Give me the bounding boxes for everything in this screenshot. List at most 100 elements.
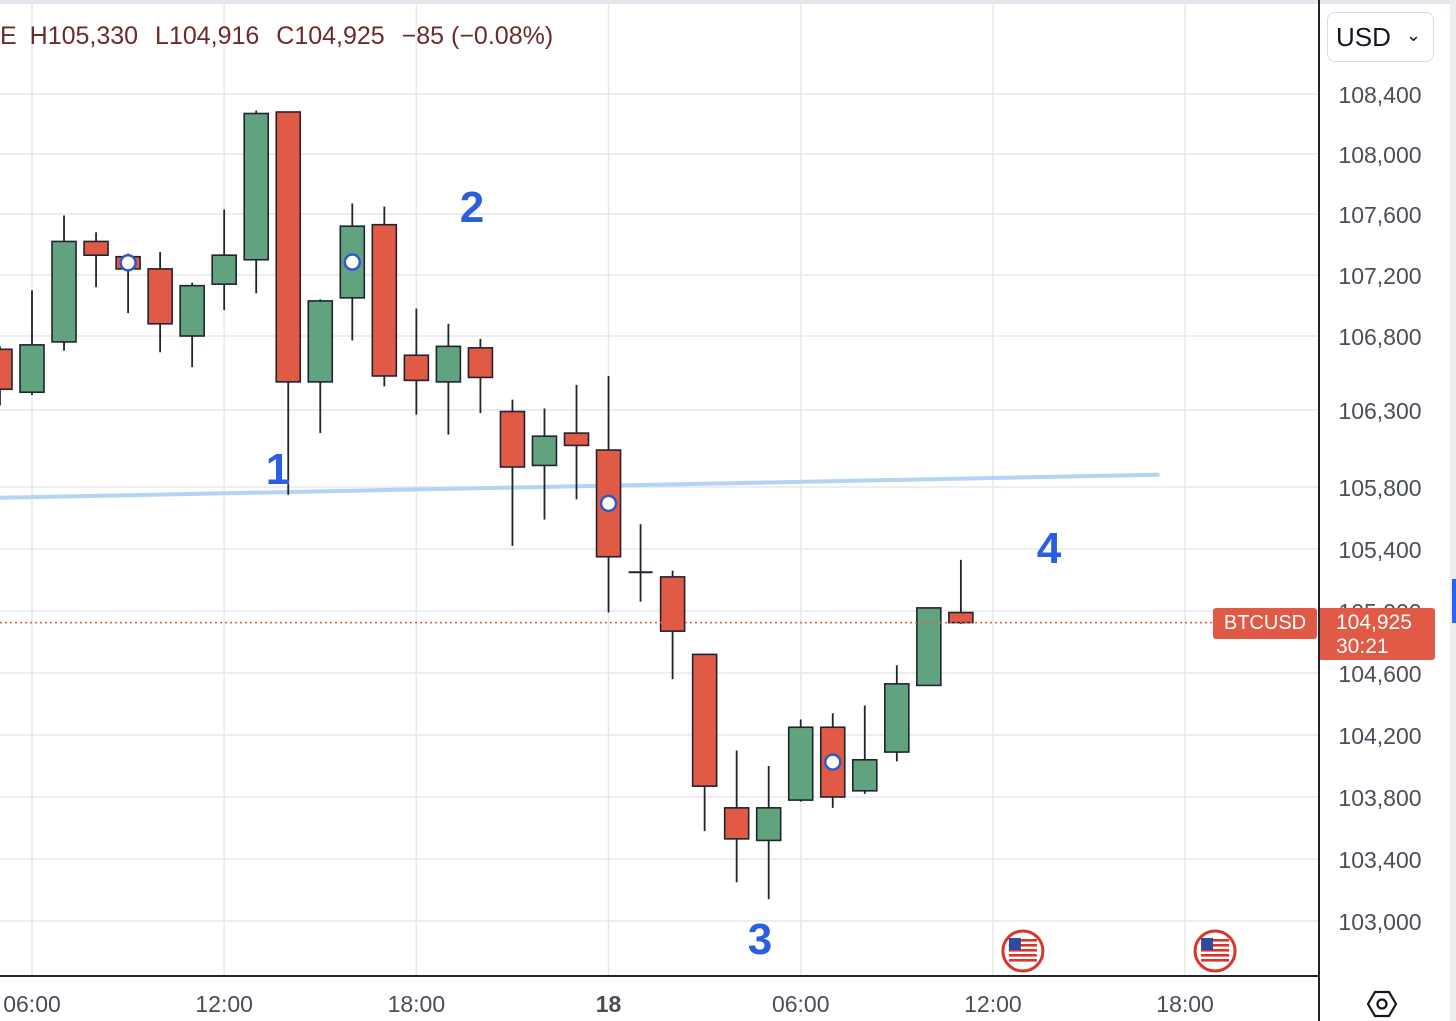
price-axis-label: 103,800	[1338, 785, 1421, 811]
candle-up	[211, 209, 237, 311]
bar-countdown: 30:21	[1336, 635, 1389, 658]
candle-down	[691, 653, 718, 832]
event-flags[interactable]	[1001, 929, 1237, 973]
flag-canton	[1008, 938, 1021, 950]
candle-down	[723, 750, 750, 883]
symbol-price-tag: BTCUSD	[1213, 608, 1317, 639]
annotations: 1 2 3 4	[266, 183, 1062, 964]
candle-body	[435, 345, 462, 383]
candle-down	[467, 338, 494, 414]
candle-body	[916, 607, 942, 687]
legend-low-label: L	[155, 22, 169, 50]
candle-body	[0, 348, 13, 391]
candle-up	[884, 665, 910, 762]
candle-up	[628, 524, 653, 602]
candle-up	[755, 766, 782, 900]
candle-body	[755, 807, 782, 842]
price-axis-label: 103,400	[1338, 847, 1421, 873]
candle-body	[851, 758, 878, 792]
candle-down	[0, 346, 13, 406]
flag-stripe	[1008, 939, 1037, 942]
price-axis-label: 107,600	[1338, 202, 1421, 228]
us-flag-icon[interactable]	[1001, 929, 1045, 973]
time-axis-label: 06:00	[3, 991, 61, 1017]
flag-canton	[1201, 938, 1214, 950]
candle-down	[83, 232, 109, 288]
price-axis-label: 105,400	[1338, 537, 1421, 563]
candle-up	[787, 719, 814, 802]
price-axis-label: 104,200	[1338, 723, 1421, 749]
legend-high: 105,330	[47, 22, 139, 50]
candle-down	[403, 308, 430, 415]
settings-hexagon-icon	[1367, 990, 1397, 1017]
candle-body	[884, 683, 910, 753]
candle-body	[179, 284, 205, 337]
flag-stripe	[1201, 954, 1230, 957]
currency-select-value: USD	[1336, 21, 1391, 52]
flag-stripe	[1008, 949, 1037, 952]
last-price-value: 104,925	[1336, 611, 1412, 634]
panel-handle[interactable]	[1452, 579, 1456, 623]
candle-up	[851, 705, 878, 794]
flag-stripe	[1008, 959, 1037, 962]
candle-up	[19, 290, 45, 396]
candle-down	[275, 111, 302, 495]
candle-down	[371, 206, 398, 387]
candle-down	[499, 399, 526, 546]
candle-up	[51, 215, 77, 351]
time-axis-label: 18:00	[1156, 991, 1214, 1017]
support-trendline	[0, 472, 1160, 500]
chart-settings-icon[interactable]	[1362, 986, 1402, 1021]
candle-body	[307, 300, 334, 383]
annotation-number: 3	[748, 915, 772, 964]
candle-body	[723, 807, 750, 840]
ohlc-legend: E H105,330 L104,916 C104,925 −85 (−0.08%…	[0, 22, 563, 51]
candle-body	[531, 435, 558, 467]
candle-down	[563, 384, 590, 500]
event-marker	[599, 494, 618, 513]
last-price-tag: 104,925 30:21	[1320, 608, 1435, 660]
legend-low: 104,916	[168, 22, 260, 50]
annotation-number: 4	[1037, 524, 1062, 573]
legend-close-label: C	[276, 22, 295, 50]
candle-up	[435, 323, 462, 435]
flag-stripe	[1008, 954, 1037, 957]
time-axis-labels: 06:00 12:00 18:00 18 06:00 12:00 18:00	[3, 991, 1214, 1017]
candle-body	[563, 432, 590, 447]
candle-body	[467, 347, 494, 379]
event-marker	[343, 253, 362, 271]
time-axis-label: 18:00	[388, 991, 446, 1017]
candle-body	[83, 240, 109, 256]
price-axis-label: 104,600	[1338, 661, 1421, 687]
candle-up	[179, 282, 205, 368]
candle-body	[787, 726, 814, 801]
candle-body	[19, 344, 45, 394]
trendline[interactable]	[0, 472, 1160, 501]
price-axis-label: 106,300	[1338, 398, 1421, 424]
price-axis-label: 103,000	[1338, 909, 1421, 935]
candle-up	[307, 299, 334, 434]
candle-markers	[119, 253, 842, 771]
candle-up	[531, 408, 558, 520]
price-axis-label: 108,400	[1338, 82, 1421, 108]
price-axis-label: 105,800	[1338, 475, 1421, 501]
candle-body	[948, 611, 974, 624]
top-border	[0, 0, 1456, 4]
price-axis-labels: 103,000103,400103,800104,200104,600105,0…	[1338, 82, 1421, 935]
candle-body	[211, 254, 237, 285]
time-axis-label: 18	[596, 991, 622, 1017]
us-flag-icon[interactable]	[1193, 929, 1237, 973]
price-axis-label: 108,000	[1338, 142, 1421, 168]
flag-stripe	[1201, 939, 1230, 942]
legend-high-label: H	[29, 22, 48, 50]
price-axis-label: 106,800	[1338, 324, 1421, 350]
right-panel-edge	[1450, 0, 1456, 1021]
annotation-number: 2	[460, 183, 484, 232]
event-marker	[119, 254, 137, 272]
currency-select[interactable]: USD ⌄	[1327, 12, 1434, 62]
candle-body	[691, 653, 718, 787]
time-axis-label: 12:00	[964, 991, 1022, 1017]
flag-stripe	[1201, 944, 1230, 947]
